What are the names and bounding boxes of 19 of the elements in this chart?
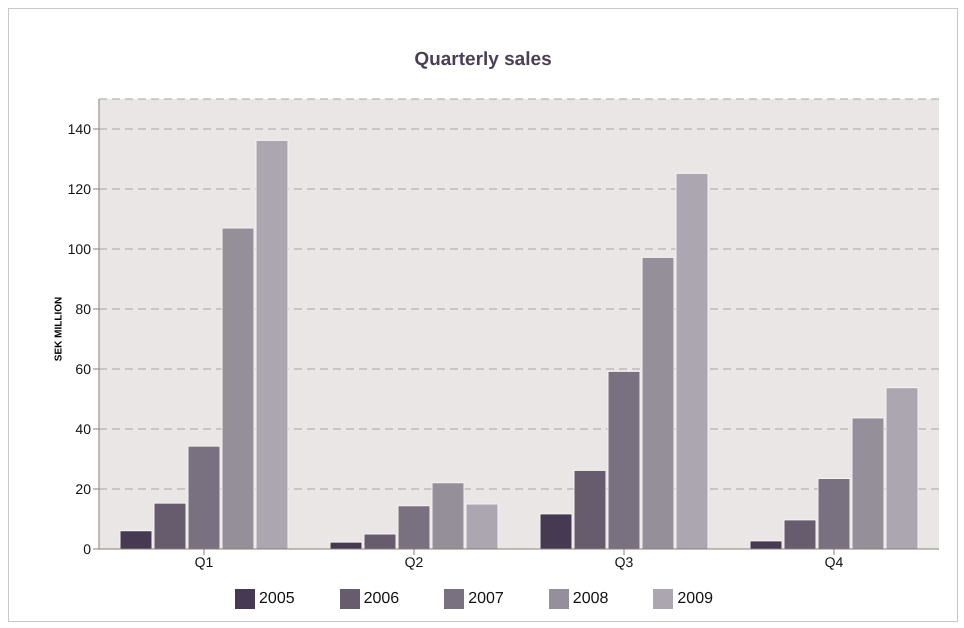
legend-label: 2007 [468,590,504,608]
y-tick-label: 0 [83,540,92,557]
y-tick-label: 120 [68,180,92,197]
x-tick-label: Q3 [614,554,634,570]
x-tick-label: Q2 [404,554,424,570]
y-tick-label: 60 [75,360,92,377]
x-tick-label: Q1 [194,554,214,570]
legend-label: 2005 [259,590,295,608]
y-tick-label: 40 [75,420,92,437]
x-tick-label: Q4 [824,554,844,570]
y-tick-label: 100 [68,240,92,257]
legend-label: 2009 [677,590,713,608]
y-tick-label: 140 [68,120,92,137]
legend-label: 2006 [364,590,400,608]
y-axis-title: SEK MILLION [54,296,64,362]
y-tick-label: 80 [75,300,92,317]
y-tick-label: 20 [75,480,92,497]
chart-title: Quarterly sales [413,49,553,72]
legend-label: 2008 [572,590,608,608]
